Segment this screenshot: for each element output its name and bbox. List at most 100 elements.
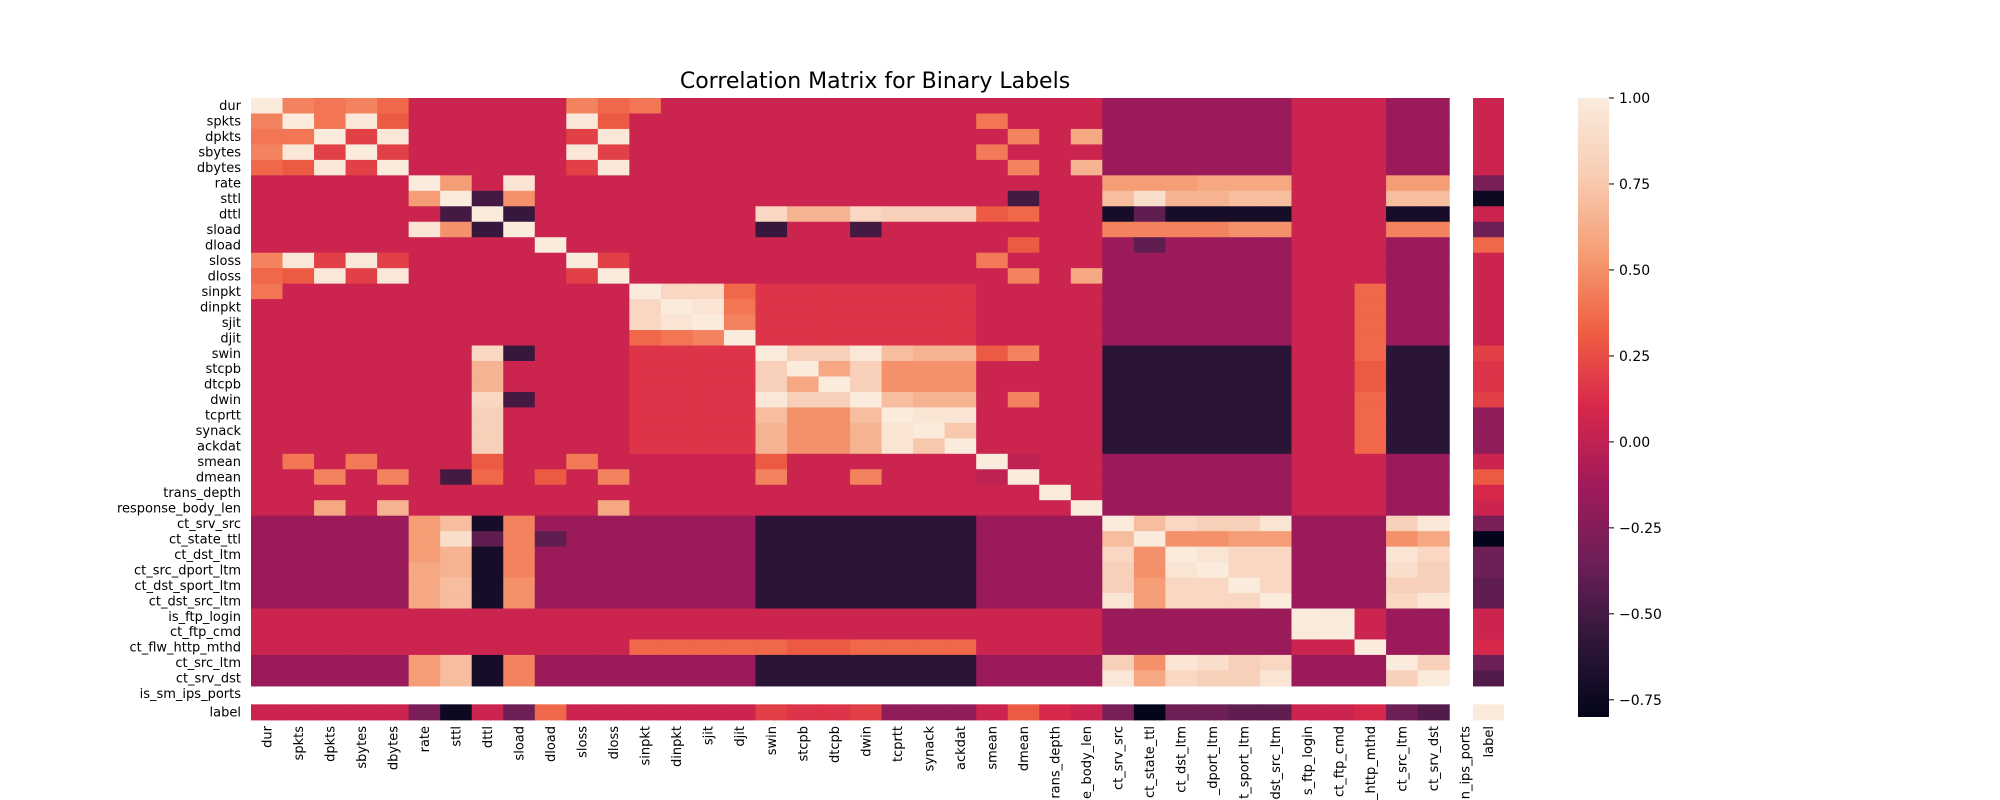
heatmap-cell-ct_srv_dst-synack	[913, 670, 946, 687]
heatmap-cell-tcprtt-dpkts	[314, 407, 347, 424]
heatmap-cell-dloss-dttl	[471, 268, 504, 285]
heatmap-cell-ct_state_ttl-ackdat	[944, 531, 977, 548]
heatmap-cell-smean-ct_dst_sport_ltm	[1228, 453, 1261, 470]
heatmap-cell-dwin-sinpkt	[629, 391, 662, 408]
heatmap-cell-sloss-sttl	[440, 252, 473, 269]
y-axis-tick-labels: durspktsdpktssbytesdbytesratesttldttlslo…	[117, 99, 242, 720]
heatmap-cell-dload-ct_dst_ltm	[1165, 237, 1198, 254]
heatmap-cell-ct_dst_sport_ltm-synack	[913, 577, 946, 594]
heatmap-cell-djit-swin	[755, 330, 788, 347]
heatmap-cell-dbytes-ct_dst_sport_ltm	[1228, 159, 1261, 176]
heatmap-cell-label-ct_src_dport_ltm	[1196, 704, 1230, 721]
heatmap-cell-ct_ftp_cmd-sbytes	[345, 623, 378, 641]
heatmap-cell-is_ftp_login-stcpb	[787, 608, 820, 625]
heatmap-cell-response_body_len-dpkts	[314, 500, 347, 517]
heatmap-cell-sbytes-dttl	[471, 144, 504, 161]
heatmap-cell-dload-ct_ftp_cmd	[1323, 237, 1356, 254]
heatmap-cell-ct_state_ttl-dinpkt	[660, 531, 694, 548]
heatmap-cell-ct_ftp_cmd-djit	[723, 623, 757, 641]
heatmap-cell-ct_dst_ltm-dwin	[850, 546, 883, 563]
heatmap-cell-sloss-ct_src_dport_ltm	[1196, 252, 1230, 269]
heatmap-cell-spkts-dttl	[471, 113, 504, 130]
heatmap-cell-ct_srv_dst-dtcpb	[818, 670, 851, 687]
heatmap-cell-dpkts-stcpb	[787, 128, 820, 146]
heatmap-cell-tcprtt-smean	[976, 407, 1009, 424]
heatmap-cell-djit-sjit	[692, 330, 725, 347]
heatmap-cell-sloss-ct_dst_ltm	[1165, 252, 1198, 269]
heatmap-cell-label-ct_dst_sport_ltm	[1228, 704, 1261, 721]
heatmap-cell-ct_ftp_cmd-dpkts	[314, 623, 347, 641]
heatmap-cell-ct_dst_ltm-stcpb	[787, 546, 820, 563]
heatmap-cell-dbytes-ct_srv_src	[1102, 159, 1135, 176]
heatmap-cell-dmean-response_body_len	[1070, 469, 1103, 486]
heatmap-cell-ct_srv_dst-ct_state_ttl	[1133, 670, 1166, 687]
heatmap-cell-ct_ftp_cmd-sload	[503, 623, 536, 641]
heatmap-cell-dmean-ct_src_ltm	[1386, 469, 1419, 486]
heatmap-cell-ct_state_ttl-trans_depth	[1039, 531, 1072, 548]
heatmap-cell-trans_depth-dbytes	[377, 484, 410, 501]
heatmap-cell-spkts-ct_flw_http_mthd	[1354, 113, 1387, 130]
heatmap-cell-ct_flw_http_mthd-sttl	[440, 639, 473, 656]
y-tick-label: tcprtt	[205, 409, 241, 424]
y-tick-label: sjit	[222, 316, 241, 331]
heatmap-cell-sload-ct_src_dport_ltm	[1196, 221, 1230, 238]
heatmap-cell-smean-synack	[913, 453, 946, 470]
heatmap-cell-is_ftp_login-spkts	[282, 608, 315, 625]
heatmap-cell-djit-sbytes	[345, 330, 378, 347]
heatmap-cell-sjit-ct_src_dport_ltm	[1196, 314, 1230, 331]
heatmap-cell-dur-sinpkt	[629, 98, 662, 115]
heatmap-cell-ct_srv_src-smean	[976, 515, 1009, 532]
heatmap-cell-ackdat-dloss	[597, 438, 630, 455]
heatmap-cell-dur-dmean	[1007, 98, 1040, 115]
heatmap-cell-sload-sbytes	[345, 221, 378, 238]
heatmap-cell-sinpkt-dtcpb	[818, 283, 851, 300]
heatmap-cell-dload-ct_srv_src	[1102, 237, 1135, 254]
heatmap-cell-ct_ftp_cmd-ct_ftp_cmd	[1323, 623, 1356, 641]
heatmap-cell-ct_srv_src-ct_dst_src_ltm	[1259, 515, 1293, 532]
heatmap-cell-dtcpb-stcpb	[787, 376, 820, 393]
heatmap-cell-ct_state_ttl-synack	[913, 531, 946, 548]
heatmap-cell-swin-sloss	[566, 345, 599, 362]
heatmap-cell-dttl-smean	[976, 206, 1009, 223]
heatmap-cell-dload-ackdat	[944, 237, 977, 254]
heatmap-cell-swin-sttl	[440, 345, 473, 362]
heatmap-cell-ct_srv_dst-sjit	[692, 670, 725, 687]
heatmap-cell-ct_dst_sport_ltm-dttl	[471, 577, 504, 594]
heatmap-cell-dload-stcpb	[787, 237, 820, 254]
heatmap-cell-dur-sbytes	[345, 98, 378, 115]
y-tick-label: ct_src_ltm	[175, 656, 241, 671]
heatmap-cell-trans_depth-ct_srv_dst	[1417, 484, 1450, 501]
heatmap-cell-is_ftp_login-dinpkt	[660, 608, 694, 625]
heatmap-cell-label-response_body_len	[1070, 704, 1103, 721]
heatmap-cell-ct_dst_src_ltm-response_body_len	[1070, 593, 1103, 610]
heatmap-cell-sload-sinpkt	[629, 221, 662, 238]
heatmap-cell-sbytes-dloss	[597, 144, 630, 161]
heatmap-cell-dload-ct_srv_dst	[1417, 237, 1450, 254]
heatmap-cell-rate-ct_ftp_cmd	[1323, 175, 1356, 192]
heatmap-cell-ct_src_dport_ltm-ct_src_ltm	[1386, 562, 1419, 579]
heatmap-cell-dbytes-dwin	[850, 159, 883, 176]
heatmap-cell-dttl-dtcpb	[818, 206, 851, 223]
heatmap-cell-dwin-ct_ftp_cmd	[1323, 391, 1356, 408]
heatmap-cell-ackdat-swin	[755, 438, 788, 455]
heatmap-cell-dtcpb-synack	[913, 376, 946, 393]
heatmap-cell-dwin-dur	[251, 391, 284, 408]
heatmap-cell-synack-sloss	[566, 422, 599, 439]
heatmap-cell-spkts-djit	[723, 113, 757, 130]
heatmap-cell-rate-ct_dst_ltm	[1165, 175, 1198, 192]
heatmap-cell-ct_state_ttl-dttl	[471, 531, 504, 548]
heatmap-cell-ct_src_ltm-synack	[913, 654, 946, 671]
heatmap-cell-smean-sloss	[566, 453, 599, 470]
heatmap-cell-dloss-ct_srv_dst	[1417, 268, 1450, 285]
heatmap-cell-ct_src_dport_ltm-ct_dst_src_ltm	[1259, 562, 1293, 579]
heatmap-cell-ct_dst_sport_ltm-ct_src_ltm	[1386, 577, 1419, 594]
heatmap-cell-is_ftp_login-sbytes	[345, 608, 378, 625]
heatmap-cell-sbytes-dur	[251, 144, 284, 161]
heatmap-cell-djit-synack	[913, 330, 946, 347]
heatmap-cell-label-dur	[251, 704, 284, 721]
heatmap-cell-is_ftp_login-dbytes	[377, 608, 410, 625]
heatmap-cell-dpkts-dloss	[597, 128, 630, 146]
heatmap-cell-spkts-label	[1473, 113, 1504, 130]
heatmap-cell-ct_state_ttl-dmean	[1007, 531, 1040, 548]
heatmap-cell-rate-ackdat	[944, 175, 977, 192]
